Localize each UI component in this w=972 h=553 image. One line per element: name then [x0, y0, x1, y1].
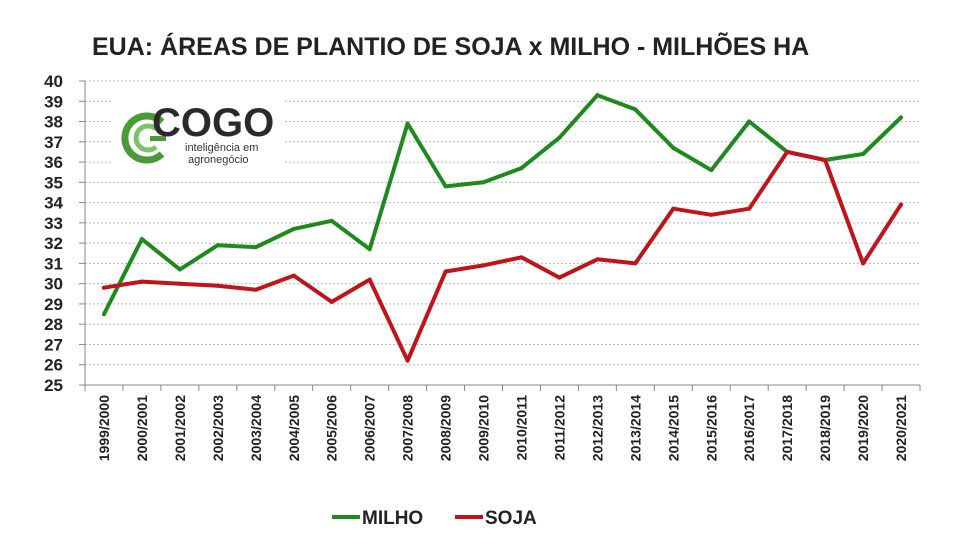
y-tick-label: 36 — [44, 153, 63, 172]
data-point-soja — [899, 202, 904, 207]
data-point-milho — [253, 245, 258, 250]
x-tick-label: 2020/2021 — [893, 395, 909, 461]
data-point-milho — [215, 243, 220, 248]
data-point-soja — [709, 212, 714, 217]
data-point-soja — [177, 281, 182, 286]
y-tick-label: 39 — [44, 92, 63, 111]
data-series — [101, 93, 904, 363]
data-point-milho — [291, 226, 296, 231]
data-point-soja — [405, 358, 410, 363]
x-tick-label: 2011/2012 — [551, 395, 567, 461]
data-point-milho — [443, 184, 448, 189]
y-tick-label: 30 — [44, 275, 63, 294]
data-point-milho — [367, 247, 372, 252]
data-point-soja — [785, 149, 790, 154]
data-point-milho — [861, 151, 866, 156]
data-point-soja — [557, 275, 562, 280]
legend: MILHO SOJA — [332, 508, 537, 529]
y-tick-label: 27 — [44, 335, 63, 354]
data-point-soja — [671, 206, 676, 211]
logo-background — [112, 100, 284, 166]
data-point-milho — [101, 312, 106, 317]
data-point-milho — [557, 135, 562, 140]
y-tick-label: 34 — [44, 194, 63, 213]
data-point-milho — [633, 107, 638, 112]
data-point-milho — [329, 218, 334, 223]
data-point-soja — [291, 273, 296, 278]
data-point-soja — [215, 283, 220, 288]
cogo-logo: COGO inteligência em agronegócio — [112, 100, 284, 166]
logo-tagline-line1: inteligência em — [185, 142, 258, 154]
x-tick-label: 2001/2002 — [172, 395, 188, 461]
data-point-milho — [481, 180, 486, 185]
x-tick-label: 2015/2016 — [703, 395, 719, 461]
data-point-soja — [367, 277, 372, 282]
data-point-milho — [139, 237, 144, 242]
data-point-soja — [747, 206, 752, 211]
data-point-milho — [595, 93, 600, 98]
y-tick-label: 26 — [44, 356, 63, 375]
y-tick-label: 33 — [44, 214, 63, 233]
x-tick-label: 2012/2013 — [589, 395, 605, 461]
x-tick-label: 2007/2008 — [400, 395, 416, 461]
x-tick-label: 2000/2001 — [134, 395, 150, 461]
data-point-soja — [253, 287, 258, 292]
series-line-soja — [102, 149, 903, 363]
x-tick-label: 2006/2007 — [362, 395, 378, 461]
x-tick-label: 2010/2011 — [513, 395, 529, 461]
legend-label-milho: MILHO — [362, 508, 423, 529]
y-tick-label: 38 — [44, 113, 63, 132]
data-point-soja — [101, 285, 106, 290]
series-line-milho — [102, 93, 903, 317]
data-point-soja — [823, 158, 828, 163]
logo-name: COGO — [152, 101, 274, 145]
data-point-soja — [139, 279, 144, 284]
data-point-soja — [481, 263, 486, 268]
x-tick-label: 2003/2004 — [248, 395, 264, 461]
x-tick-label: 2008/2009 — [438, 395, 454, 461]
data-point-milho — [519, 166, 524, 171]
data-point-soja — [861, 261, 866, 266]
x-tick-label: 2014/2015 — [665, 395, 681, 461]
data-point-milho — [709, 168, 714, 173]
cogo-logo-icon — [121, 112, 166, 164]
x-tick-label: 2019/2020 — [855, 395, 871, 461]
x-tick-label: 2013/2014 — [627, 395, 643, 461]
data-point-soja — [633, 261, 638, 266]
data-point-milho — [405, 121, 410, 126]
legend-label-soja: SOJA — [485, 508, 537, 529]
x-tick-label: 2016/2017 — [741, 395, 757, 461]
x-tick-label: 2009/2010 — [476, 395, 492, 461]
data-point-milho — [671, 145, 676, 150]
x-tick-label: 1999/2000 — [96, 395, 112, 461]
y-tick-label: 31 — [44, 254, 63, 273]
x-tick-label: 2018/2019 — [817, 395, 833, 461]
y-tick-label: 35 — [44, 173, 63, 192]
logo-tagline-line2: agronegócio — [188, 154, 249, 166]
x-tick-label: 2004/2005 — [286, 395, 302, 461]
y-tick-label: 37 — [44, 133, 63, 152]
x-tick-label: 2017/2018 — [779, 395, 795, 461]
y-tick-label: 25 — [44, 376, 63, 395]
x-axis-ticks: 1999/2000 2000/2001 2001/2002 2002/2003 2003… — [84, 385, 921, 461]
grid-lines — [85, 80, 920, 366]
y-tick-label: 40 — [44, 72, 63, 91]
x-tick-label: 2005/2006 — [324, 395, 340, 461]
data-point-soja — [519, 255, 524, 260]
y-tick-label: 28 — [44, 315, 63, 334]
x-tick-label: 2002/2003 — [210, 395, 226, 461]
data-point-soja — [443, 269, 448, 274]
y-tick-label: 32 — [44, 234, 63, 253]
chart-title: EUA: ÁREAS DE PLANTIO DE SOJA x MILHO - … — [92, 31, 809, 61]
data-point-milho — [747, 119, 752, 124]
data-point-milho — [899, 115, 904, 120]
data-point-soja — [595, 257, 600, 262]
y-tick-label: 29 — [44, 295, 63, 314]
data-point-soja — [329, 299, 334, 304]
data-point-milho — [177, 267, 182, 272]
